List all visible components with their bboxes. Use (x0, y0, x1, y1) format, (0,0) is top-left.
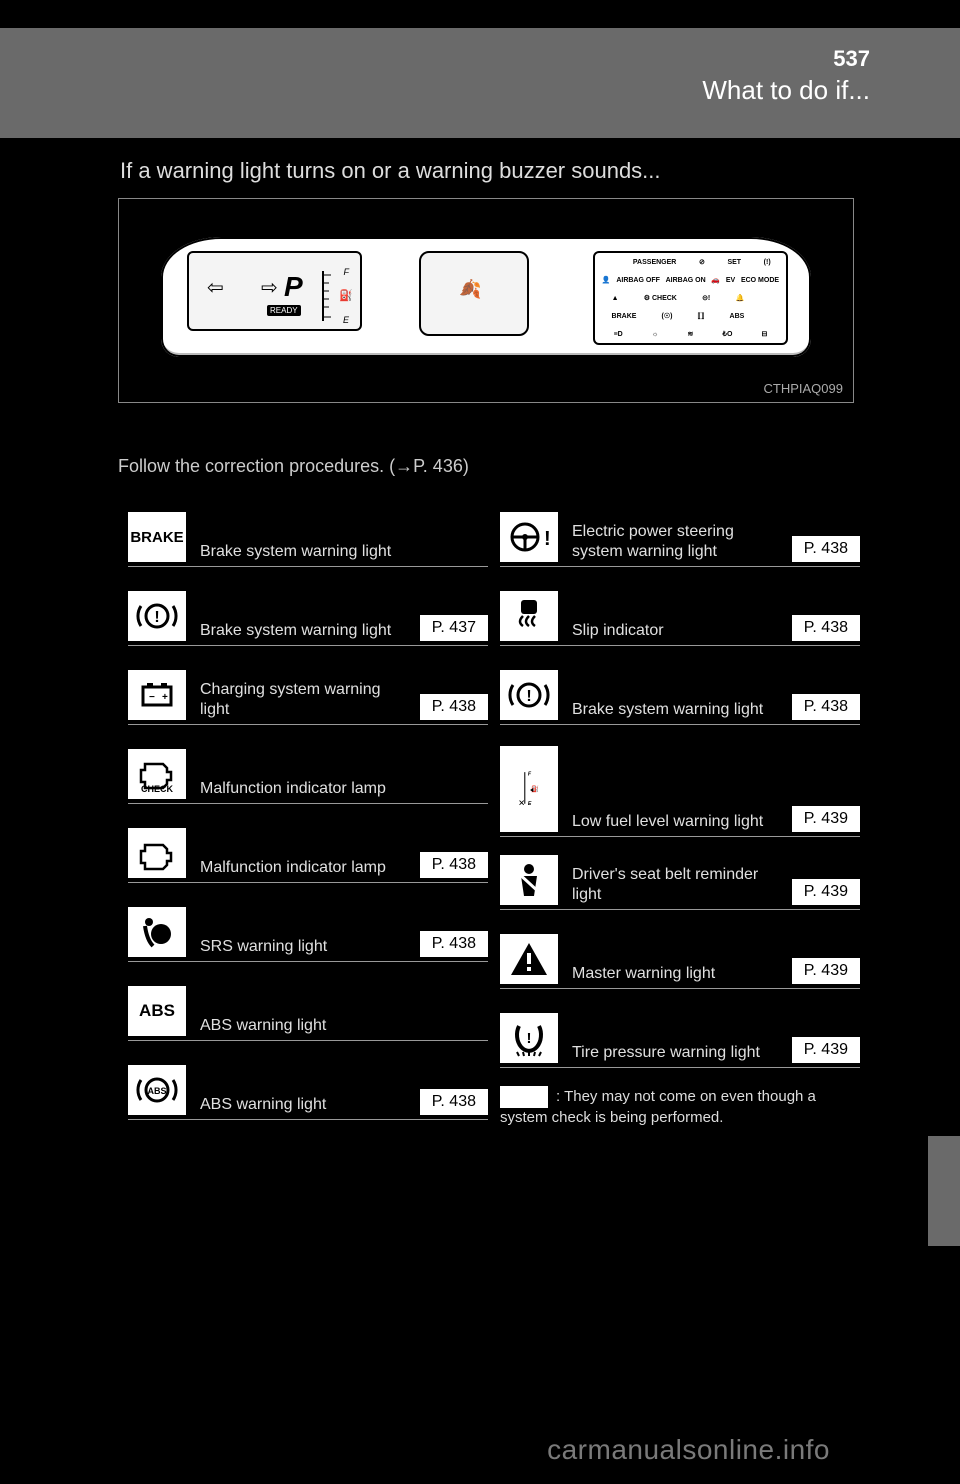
warning-label: ABS warning light (200, 1016, 488, 1038)
warning-list-left: BRAKE Brake system warning light! Brake sy… (128, 512, 488, 1120)
warning-row: ! Electric power steering system warning … (500, 512, 860, 567)
svg-text:F: F (528, 771, 532, 777)
warning-row: ABS ABS warning light P. 438 (128, 1065, 488, 1120)
warning-label: Brake system warning light (572, 700, 778, 722)
abs_text-icon: ABS (128, 986, 186, 1036)
page-ref: P. 438 (792, 694, 860, 720)
page-ref: P. 439 (792, 1037, 860, 1063)
warning-row: Slip indicator P. 438 (500, 591, 860, 646)
page-ref: P. 437 (420, 615, 488, 641)
watermark: carmanualsonline.info (547, 1434, 830, 1466)
header-title: What to do if... (702, 75, 870, 106)
page-ref: P. 438 (420, 852, 488, 878)
warning-row: ! Brake system warning light P. 437 (128, 591, 488, 646)
tpms-icon: ! (500, 1013, 558, 1063)
svg-text:CHECK: CHECK (141, 784, 174, 794)
warning-row: ABS ABS warning light (128, 986, 488, 1041)
warning-label: Electric power steering system warning l… (572, 522, 778, 564)
svg-text:+: + (162, 692, 168, 703)
dash-screen-right: PASSENGER⊘SET(!)👤AIRBAG OFFAIRBAG ON🚗EVE… (593, 251, 788, 345)
warning-row: −+ Charging system warning light P. 438 (128, 670, 488, 725)
page-ref: P. 439 (792, 879, 860, 905)
warning-row: Malfunction indicator lamp P. 438 (128, 828, 488, 883)
warning-row: Master warning light P. 439 (500, 934, 860, 989)
warning-label: Charging system warning light (200, 680, 406, 722)
warning-label: Driver's seat belt reminder light (572, 865, 778, 907)
brake_text-icon: BRAKE (128, 512, 186, 562)
abs_circle-icon: ABS (128, 1065, 186, 1115)
figure-code: CTHPIAQ099 (764, 381, 843, 396)
svg-text:!: ! (526, 688, 531, 705)
footnote: *: These lights turn on when the "POWER"… (500, 1078, 860, 1134)
page-ref: P. 439 (792, 806, 860, 832)
section-title: If a warning light turns on or a warning… (120, 158, 661, 184)
warning-label: Low fuel level warning light (572, 812, 778, 834)
page-ref: P. 438 (792, 615, 860, 641)
instruction-line: Follow the correction procedures. (→P. 4… (118, 456, 469, 477)
svg-text:!: ! (544, 528, 551, 550)
dashboard-figure: ⇦ ⇨ P READY FE ⛽ 🍂 PASSENGER⊘SET(!)👤AIRB… (118, 198, 854, 403)
page-ref: P. 438 (792, 536, 860, 562)
ready-icon: READY (267, 305, 301, 316)
warning-label: Malfunction indicator lamp (200, 779, 488, 801)
gear-p-icon: P (284, 271, 303, 303)
footnote-swatch-icon (500, 1086, 548, 1108)
page-ref: P. 438 (420, 694, 488, 720)
svg-text:−: − (149, 692, 155, 703)
svg-text:E: E (528, 801, 532, 807)
warning-row: ! Brake system warning light P. 438 (500, 670, 860, 725)
warning-row: Driver's seat belt reminder light P. 439 (500, 855, 860, 910)
warning-label: Malfunction indicator lamp (200, 858, 406, 880)
slip-icon (500, 591, 558, 641)
turn-left-icon: ⇦ (207, 275, 224, 300)
check_engine_text-icon: CHECK (128, 749, 186, 799)
warning-row: ! Tire pressure warning light P. 439 (500, 1013, 860, 1068)
page-ref: P. 438 (420, 1089, 488, 1115)
page-number: 537 (833, 46, 870, 72)
steering-icon: ! (500, 512, 558, 562)
fuel-gauge-icon: FE ⛽ (317, 267, 349, 325)
warning-row: SRS warning light P. 438 (128, 907, 488, 962)
master-icon (500, 934, 558, 984)
airbag-icon (128, 907, 186, 957)
dash-screen-center: 🍂 (419, 251, 529, 336)
warning-label: Master warning light (572, 964, 778, 986)
svg-text:!: ! (154, 609, 159, 626)
dashboard-panel: ⇦ ⇨ P READY FE ⛽ 🍂 PASSENGER⊘SET(!)👤AIRB… (161, 237, 811, 357)
svg-text:ABS: ABS (147, 1086, 166, 1096)
page-ref: P. 439 (792, 958, 860, 984)
brake_circle-icon: ! (500, 670, 558, 720)
seatbelt-icon (500, 855, 558, 905)
warning-label: Brake system warning light (200, 621, 406, 643)
warning-row: CHECK Malfunction indicator lamp (128, 749, 488, 804)
warning-label: Tire pressure warning light (572, 1043, 778, 1065)
dash-screen-left: ⇦ ⇨ P READY FE ⛽ (187, 251, 362, 331)
warning-row: FE⛽Low fuel level warning lightP. 439 (500, 743, 860, 837)
check_engine-icon (128, 828, 186, 878)
battery-icon: −+ (128, 670, 186, 720)
warning-label: ABS warning light (200, 1095, 406, 1117)
warning-row: BRAKE Brake system warning light (128, 512, 488, 567)
brake_circle-icon: ! (128, 591, 186, 641)
warning-label: Slip indicator (572, 621, 778, 643)
fuel-icon: FE⛽ (500, 746, 558, 832)
turn-right-icon: ⇨ (261, 275, 278, 300)
page-ref: P. 438 (420, 931, 488, 957)
warning-list-right: ! Electric power steering system warning … (500, 512, 860, 1134)
warning-label: Brake system warning light (200, 542, 488, 564)
warning-label: SRS warning light (200, 937, 406, 959)
side-tab (928, 1136, 960, 1246)
eco-leaf-icon: 🍂 (459, 279, 481, 300)
svg-text:!: ! (527, 1030, 532, 1047)
